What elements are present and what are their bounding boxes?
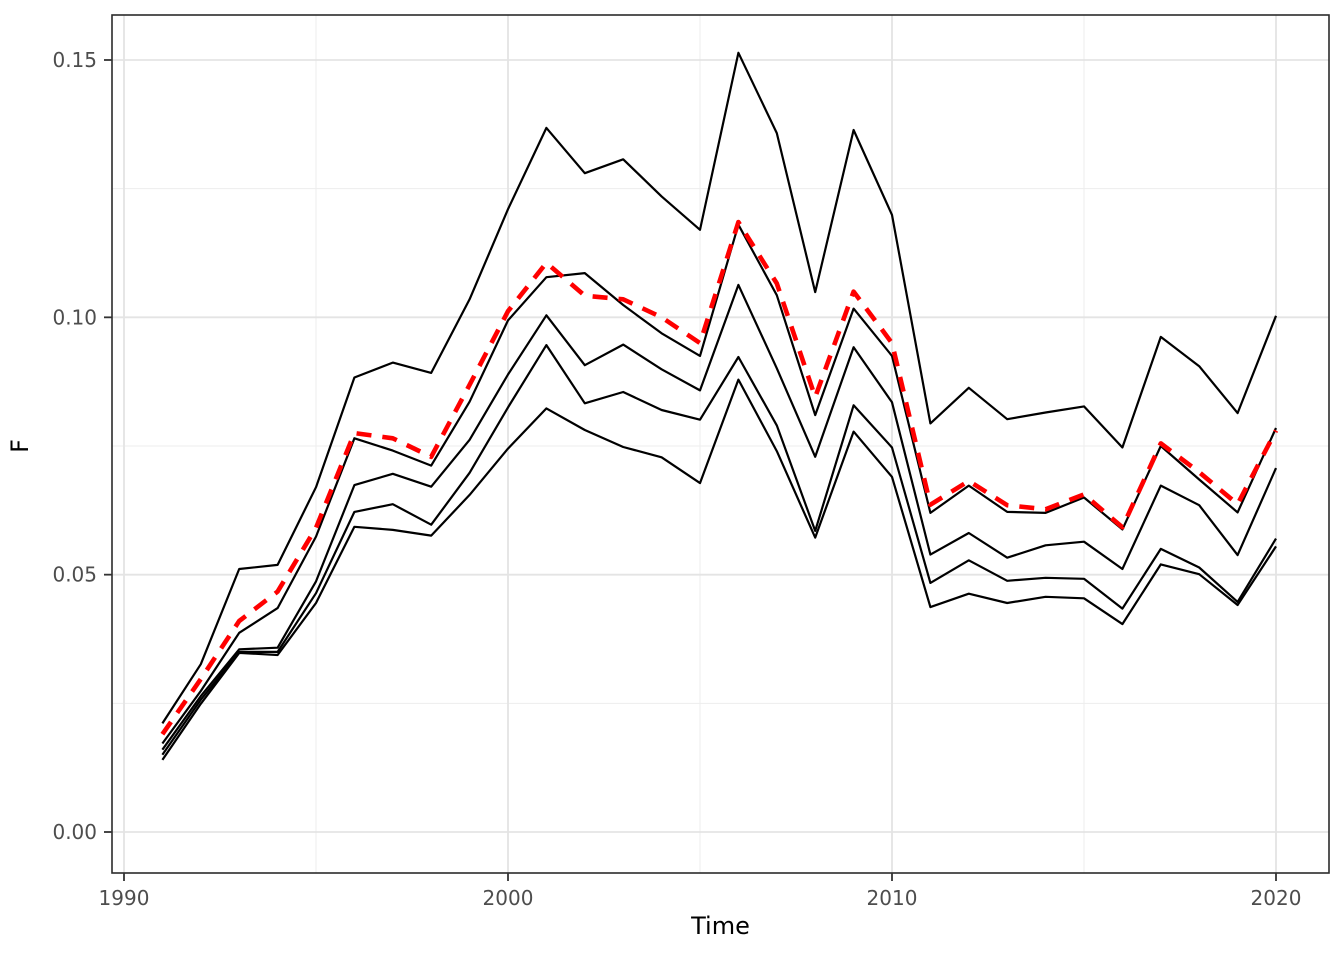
series-black-line-lower [161,378,1277,761]
x-axis-title: Time [691,912,750,940]
y-tick-label: 0.05 [52,563,97,587]
x-tick-label: 2000 [483,886,534,910]
panel-border [111,14,1330,874]
x-tick-label: 2010 [867,886,918,910]
x-tick-label: 1990 [99,886,150,910]
y-tick-label: 0.00 [52,820,97,844]
series-red-dashed-line [160,219,1279,736]
series-black-line-3 [161,283,1278,751]
series-black-line-upper [161,51,1278,724]
panel-background [112,15,1329,873]
y-tick-label: 0.15 [52,48,97,72]
y-axis-title: F [6,439,34,453]
series-black-line-4 [161,344,1277,756]
y-tick-label: 0.10 [52,305,97,329]
x-tick-label: 2020 [1251,886,1302,910]
